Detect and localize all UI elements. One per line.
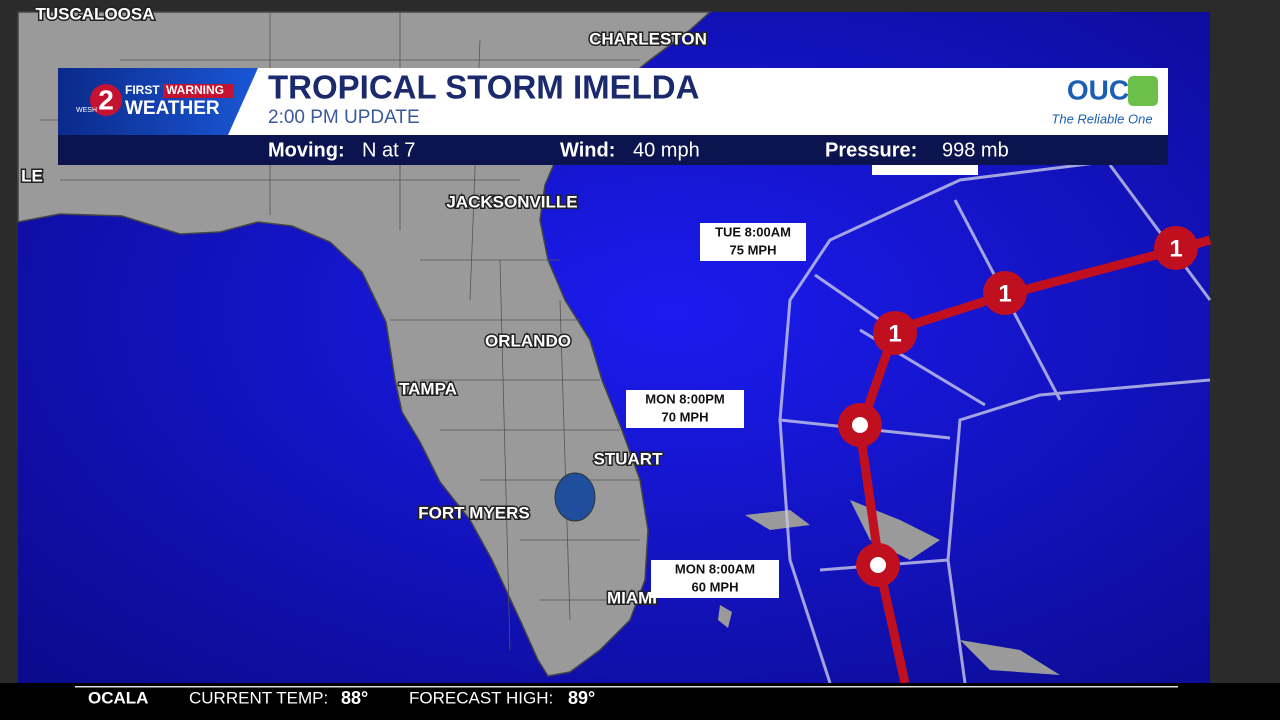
city-label: LE: [21, 166, 43, 185]
forecast-time: TUE 8:00AM: [715, 224, 791, 239]
land: [17, 11, 712, 677]
category-label: 1: [888, 320, 901, 347]
category-label: 1: [1169, 235, 1182, 262]
city-label: TAMPA: [399, 379, 457, 398]
stat-value: 40 mph: [633, 139, 700, 161]
city-label: STUART: [594, 449, 664, 468]
ticker-current-label: CURRENT TEMP:: [189, 688, 328, 707]
forecast-wind: 70 MPH: [662, 409, 709, 424]
stat-label: Moving:: [268, 139, 345, 161]
category-marker: [1154, 226, 1198, 270]
brand-warning: WARNING: [166, 83, 224, 97]
category-marker: [873, 311, 917, 355]
category-marker: [983, 271, 1027, 315]
brand-first: FIRST: [125, 83, 160, 97]
channel: 2: [98, 84, 114, 115]
forecast-box: [700, 223, 806, 261]
city-label: ORLANDO: [485, 331, 571, 350]
subtitle: 2:00 PM UPDATE: [268, 107, 420, 128]
ticker-current-value: 88°: [341, 688, 368, 708]
stats-bar: [58, 135, 1168, 165]
city-label: FORT MYERS: [418, 503, 529, 522]
forecast-time: MON 8:00AM: [675, 561, 755, 576]
logo-circle: [90, 84, 122, 116]
hidden-label: [872, 165, 978, 175]
forecast-box: [651, 560, 779, 598]
category-label: 1: [998, 280, 1011, 307]
station: WESH: [76, 107, 97, 114]
stat-value: 998 mb: [942, 139, 1009, 161]
stat-label: Wind:: [560, 139, 615, 161]
city-label: TUSCALOOSA: [36, 4, 155, 23]
stat-value: N at 7: [362, 139, 415, 161]
sponsor-name: OUC: [1067, 74, 1129, 105]
city-label: CHARLESTON: [589, 29, 707, 48]
title: TROPICAL STORM IMELDA: [268, 69, 699, 106]
forecast-time: MON 8:00PM: [645, 391, 724, 406]
ticker-high-label: FORECAST HIGH:: [409, 688, 553, 707]
forecast-wind: 60 MPH: [692, 579, 739, 594]
city-label: JACKSONVILLE: [446, 192, 577, 211]
ticker-high-value: 89°: [568, 688, 595, 708]
lake: [554, 472, 596, 522]
forecast-wind: 75 MPH: [730, 242, 777, 257]
stat-label: Pressure:: [825, 139, 917, 161]
ticker-city: OCALA: [88, 688, 148, 707]
forecast-box: [626, 390, 744, 428]
ticker: [0, 683, 1280, 720]
sponsor-tagline: The Reliable One: [1051, 111, 1152, 126]
warning-box: [163, 84, 233, 98]
ticker-rule: [75, 686, 1178, 688]
storm-icons: [838, 403, 900, 587]
sponsor-icon: [1128, 76, 1158, 106]
city-label: MIAMI: [607, 588, 657, 607]
brand-weather: WEATHER: [125, 98, 220, 119]
